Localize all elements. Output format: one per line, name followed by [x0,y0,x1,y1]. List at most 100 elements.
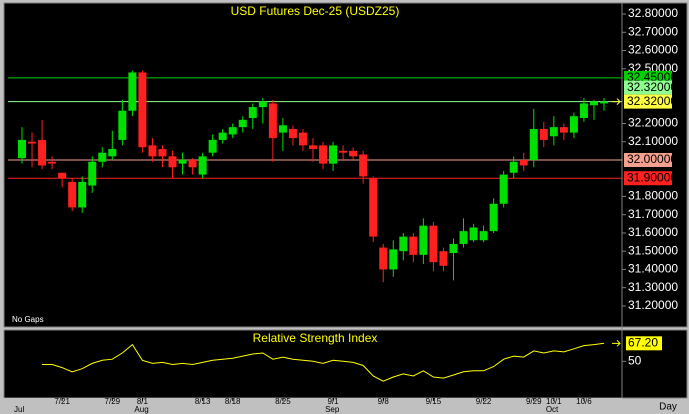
candle-body [589,101,598,106]
y-tick-label: 31.30000 [628,280,678,294]
x-tick-label: 9/8 [378,397,390,406]
candle-body [78,181,87,208]
month-label: Oct [546,405,559,414]
rsi-panel [3,329,688,399]
level-label: 32.45000 [627,70,677,84]
y-tick-label: 32.70000 [628,24,678,38]
candle-body [268,103,277,139]
level-box [624,171,672,186]
y-tick-label: 31.40000 [628,262,678,276]
candle-body [379,247,388,270]
candle-body [529,128,538,160]
candle-body [138,72,147,148]
candle-body [168,156,177,168]
y-tick-label: 32.10000 [628,134,678,148]
candle-body [319,145,328,164]
candle-body [479,231,488,241]
level-box [624,80,672,95]
candle-body [329,145,338,164]
candle-body [459,231,468,244]
rsi-last-label: 67.20 [628,335,658,349]
x-tick-label: 9/29 [526,397,542,406]
candle-body [399,236,408,252]
chart-title: USD Futures Dec-25 (USDZ25) [231,4,400,18]
candle-body [208,139,217,153]
y-tick-label: 31.50000 [628,243,678,257]
rsi-title: Relative Strength Index [253,331,378,345]
candle-body [569,116,578,133]
x-tick-label: 7/29 [105,397,121,406]
candle-body [248,107,257,119]
candle-body [108,149,117,157]
x-tick-label: 8/18 [225,397,241,406]
candle-body [238,119,247,128]
candle-body [288,128,297,139]
candle-body [128,72,137,111]
last-price-label: 32.32000 [627,94,677,108]
month-label: Aug [134,405,148,414]
candle-body [600,101,608,104]
candle-body [48,161,57,164]
candle-body [88,161,97,186]
x-tick-label: 10/1 [546,397,562,406]
candle-body [298,132,307,146]
candle-body [68,181,77,208]
candle-body [449,243,458,254]
candle-body [228,127,237,135]
level-label: 31.90000 [627,170,677,184]
candle-body [158,149,167,157]
x-tick-label: 7/21 [54,397,70,406]
candle-body [188,159,197,168]
rsi-last-box [626,336,662,351]
candle-body [148,145,157,157]
last-price-arrow [612,98,621,105]
candle-body [258,101,267,108]
rsi-last-arrow [612,339,621,347]
candle-body [278,125,287,133]
period: Day [659,402,677,413]
y-tick-label: 32.80000 [628,6,678,20]
candle-body [429,225,438,263]
y-tick-label: 32.60000 [628,43,678,57]
candle-body [359,154,368,177]
candle-body [469,227,478,241]
x-tick-label: 8/1 [137,397,149,406]
y-tick-label: 31.70000 [628,207,678,221]
candle-body [198,156,207,175]
candle-body [58,172,67,179]
rsi-line [42,342,605,382]
candle-body [489,203,498,232]
candle-body [419,225,428,255]
rsi-tick-label: 50 [628,354,642,368]
candle-body [349,150,358,157]
candle-body [579,103,588,119]
candle-body [18,139,26,159]
candle-body [98,152,107,162]
candle-body [369,178,378,237]
candle-body [389,249,398,270]
x-tick-label: 9/15 [426,397,442,406]
candle-body [509,161,518,173]
candle-body [519,159,528,166]
last-price-box [624,94,672,109]
candle-body [409,236,418,255]
candle-body [178,159,187,164]
x-tick-label: 9/1 [328,397,340,406]
candle-body [309,145,317,150]
level-label: 32.32000 [627,80,677,94]
x-axis-strip [0,398,622,414]
candle-body [218,132,227,140]
month-label: Jul [14,405,24,414]
annotation: No Gaps [12,315,44,324]
candle-body [339,150,348,153]
price-panel [3,2,688,328]
month-label: Sep [325,405,340,414]
candle-body [539,128,548,140]
candle-body [499,174,508,204]
x-tick-label: 9/22 [476,397,492,406]
level-box [624,152,672,167]
y-tick-label: 31.20000 [628,298,678,312]
y-tick-label: 31.60000 [628,225,678,239]
